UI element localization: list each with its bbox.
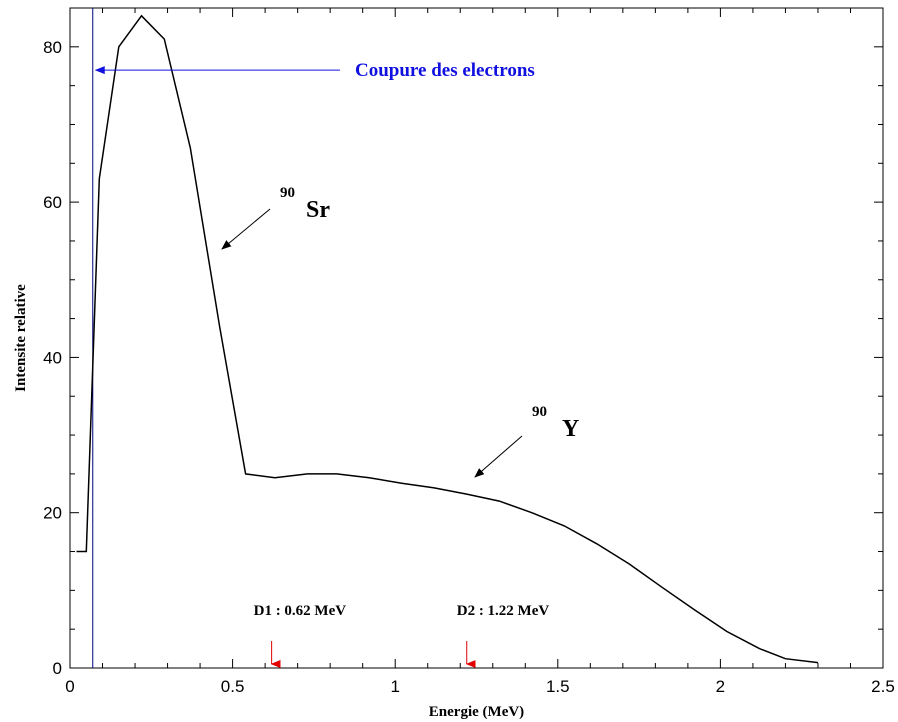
cutoff-annotation: Coupure des electrons [355, 60, 535, 81]
x-axis-title: Energie (MeV) [429, 704, 524, 720]
y-arrow [474, 435, 523, 478]
y-tick-label: 60 [43, 193, 62, 212]
y-tick-label: 0 [53, 659, 62, 678]
y-label: Y [562, 416, 579, 442]
x-tick-label: 1 [390, 677, 399, 696]
d2-annotation: D2 : 1.22 MeV [457, 603, 550, 619]
y-tick-label: 20 [43, 504, 62, 523]
y-tick-labels: 0 20 40 60 80 [43, 38, 62, 678]
sr-label: Sr [306, 197, 330, 223]
sr-mass-number: 90 [280, 185, 295, 201]
y-axis-title: Intensite relative [13, 284, 29, 392]
sr-arrow [221, 208, 271, 250]
y-tick-label: 40 [43, 348, 62, 367]
axis-ticks [69, 8, 884, 669]
x-tick-label: 2 [716, 677, 725, 696]
plot-frame [69, 7, 884, 669]
y-mass-number: 90 [532, 404, 547, 420]
x-tick-label: 0 [65, 677, 74, 696]
x-tick-labels: 0 0.5 1 1.5 2 2.5 [65, 677, 895, 696]
x-tick-label: 0.5 [221, 677, 245, 696]
d1-annotation: D1 : 0.62 MeV [254, 603, 347, 619]
x-tick-label: 2.5 [871, 677, 895, 696]
x-tick-label: 1.5 [546, 677, 570, 696]
spectrum-line [76, 14, 819, 664]
y-tick-label: 80 [43, 38, 62, 57]
